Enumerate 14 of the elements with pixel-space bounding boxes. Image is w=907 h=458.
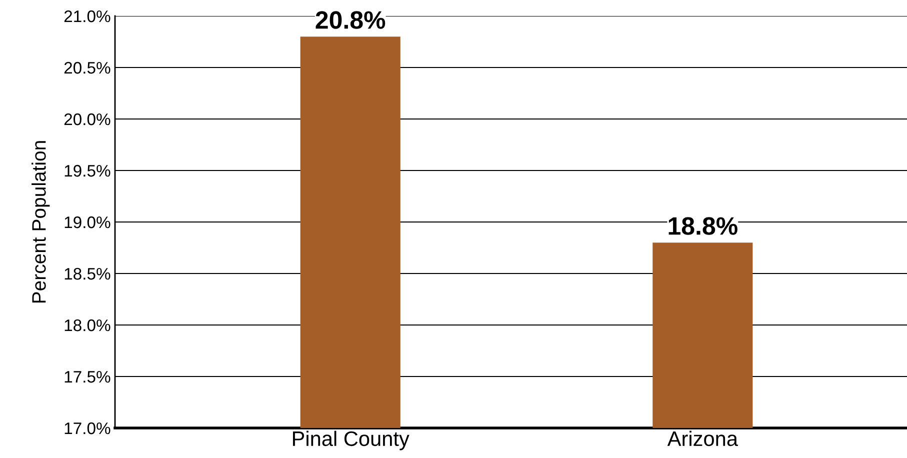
y-tick-label: 17.5% [64,370,110,383]
y-tick-label: 18.5% [64,268,110,280]
y-tick-label: 20.0% [64,113,110,126]
y-tick-label: 17.0% [64,422,110,434]
y-tick-label: 21.0% [64,10,110,22]
x-tick-label: Arizona [667,430,738,446]
data-label: 20.8% [316,11,386,29]
y-tick-label: 19.5% [64,164,110,177]
x-tick-label: Pinal County [292,430,410,450]
y-axis-title: Percent Population [32,141,50,303]
y-tick-label: 19.0% [64,216,110,228]
data-label: 18.8% [668,217,738,235]
y-tick-label: 18.0% [64,319,110,332]
y-tick-label: 20.5% [64,62,110,74]
